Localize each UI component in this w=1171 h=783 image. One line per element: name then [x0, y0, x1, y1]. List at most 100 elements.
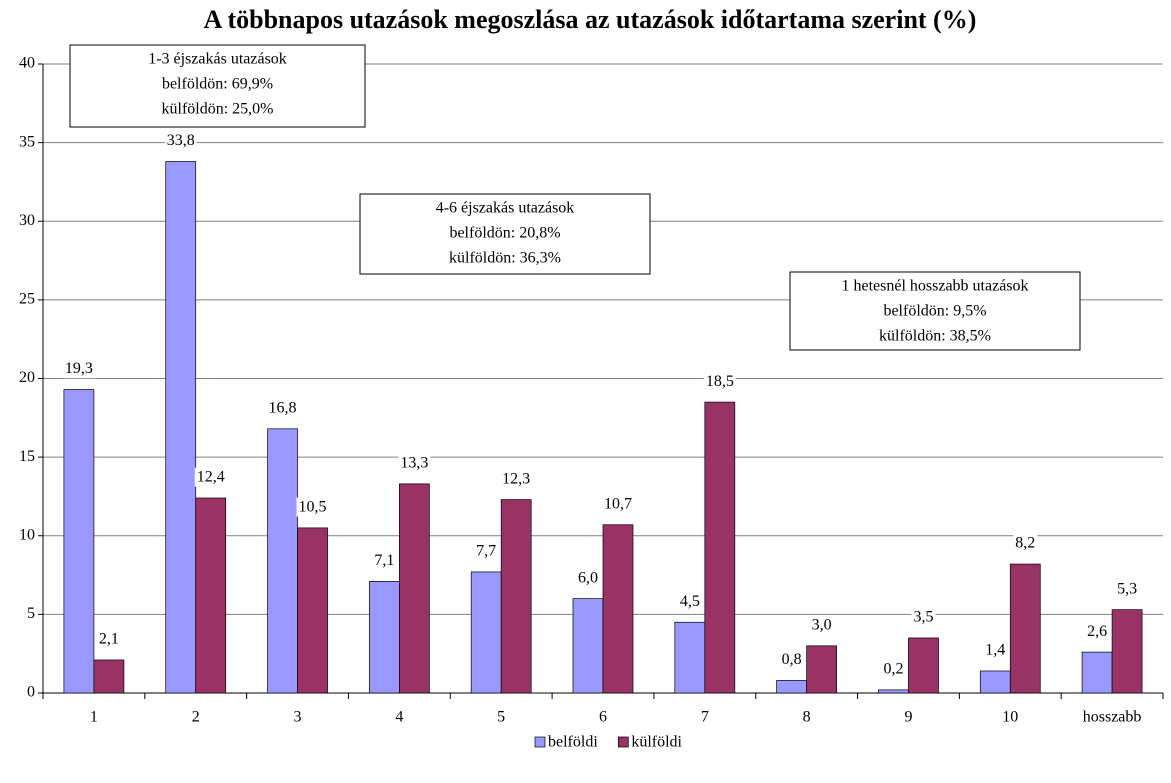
x-tick-label: 8	[803, 709, 811, 726]
value-label-bg	[296, 497, 329, 517]
annotation-text: belföldön: 69,9%	[162, 76, 273, 93]
x-tick-label: 3	[294, 709, 302, 726]
bar	[63, 389, 95, 694]
legend-label: külföldi	[631, 734, 682, 751]
bar	[297, 527, 328, 694]
annotation-text: 1-3 éjszakás utazások	[148, 51, 287, 68]
bar	[674, 621, 706, 694]
value-label-bg	[96, 629, 121, 649]
annotation-box	[789, 271, 1081, 351]
bar	[470, 571, 502, 694]
value-label: 33,8	[167, 132, 195, 149]
bar	[979, 670, 1011, 694]
value-label: 12,4	[197, 469, 225, 486]
bar	[93, 659, 125, 694]
bar	[602, 524, 634, 694]
bar	[776, 680, 807, 694]
annotation-text: belföldön: 20,8%	[449, 225, 560, 242]
x-tick-label: hosszabb	[1083, 709, 1142, 726]
value-label: 3,0	[812, 616, 832, 633]
legend-label: belföldi	[548, 734, 598, 751]
value-label-bg	[703, 371, 736, 391]
value-label: 6,0	[578, 569, 598, 586]
value-label-bg	[194, 467, 227, 487]
value-label-bg	[474, 541, 499, 561]
x-tick-label: 10	[1002, 709, 1018, 726]
bar	[908, 637, 939, 694]
value-label-bg	[1013, 533, 1038, 553]
y-tick-label: 25	[19, 291, 35, 308]
y-tick-label: 10	[19, 526, 35, 543]
value-label: 10,5	[299, 499, 327, 516]
value-label-bg	[911, 607, 936, 627]
value-label-bg	[164, 131, 197, 151]
value-label: 16,8	[269, 399, 297, 416]
x-tick-label: 4	[395, 709, 403, 726]
y-tick-label: 30	[19, 212, 35, 229]
value-label-bg	[809, 615, 834, 635]
value-label-bg	[881, 659, 906, 679]
value-label: 3,5	[913, 609, 933, 626]
value-label-bg	[500, 469, 533, 489]
bar	[165, 161, 197, 694]
value-label: 5,3	[1117, 580, 1137, 597]
value-label: 0,8	[782, 651, 802, 668]
y-tick-label: 0	[27, 684, 35, 701]
bar	[1081, 651, 1113, 694]
y-tick-label: 20	[19, 369, 35, 386]
value-label-bg	[398, 453, 431, 473]
value-label-bg	[1085, 621, 1110, 641]
annotation-box	[359, 193, 651, 275]
value-label-bg	[779, 650, 804, 670]
bar	[267, 428, 298, 694]
value-label: 8,2	[1015, 535, 1035, 552]
y-tick-label: 15	[19, 448, 35, 465]
value-label: 7,7	[476, 543, 496, 560]
value-label: 1,4	[985, 642, 1005, 659]
value-label-bg	[1115, 579, 1140, 599]
annotation-text: külföldön: 25,0%	[162, 101, 274, 118]
value-label-bg	[62, 359, 95, 379]
bar	[399, 483, 430, 694]
value-label-bg	[602, 494, 634, 514]
bar	[806, 645, 837, 694]
value-label-bg	[677, 591, 702, 611]
x-tick-label: 9	[904, 709, 912, 726]
annotation-text: 4-6 éjszakás utazások	[436, 200, 575, 217]
x-tick-label: 1	[90, 709, 98, 726]
bar	[195, 497, 227, 694]
legend-swatch	[534, 736, 546, 748]
annotation-box	[69, 44, 366, 128]
value-label: 0,2	[883, 661, 903, 678]
value-label: 18,5	[706, 373, 734, 390]
value-label: 2,1	[99, 631, 119, 648]
value-label: 2,6	[1087, 623, 1107, 640]
bar	[572, 598, 604, 694]
value-label: 19,3	[65, 360, 93, 377]
value-label-bg	[576, 568, 600, 588]
bar	[878, 689, 909, 694]
x-tick-label: 7	[701, 709, 709, 726]
value-label-bg	[266, 398, 299, 418]
x-tick-label: 5	[497, 709, 505, 726]
annotation-text: külföldön: 36,3%	[449, 250, 561, 267]
y-tick-label: 35	[19, 133, 35, 150]
value-label-bg	[372, 551, 397, 571]
y-tick-label: 40	[19, 55, 35, 72]
value-label: 4,5	[680, 593, 700, 610]
annotation-text: külföldön: 38,5%	[879, 328, 991, 345]
legend-swatch	[617, 736, 629, 748]
bar	[500, 499, 532, 694]
y-tick-label: 5	[27, 605, 35, 622]
value-label: 13,3	[400, 455, 428, 472]
annotation-text: 1 hetesnél hosszabb utazások	[841, 278, 1028, 295]
value-label: 7,1	[374, 552, 394, 569]
annotation-text: belföldön: 9,5%	[883, 303, 986, 320]
value-label-bg	[983, 640, 1008, 660]
bar	[704, 401, 736, 694]
bar	[1111, 609, 1143, 694]
bar	[1009, 563, 1041, 694]
value-label: 12,3	[502, 470, 530, 487]
chart-title: A többnapos utazások megoszlása az utazá…	[204, 5, 977, 34]
